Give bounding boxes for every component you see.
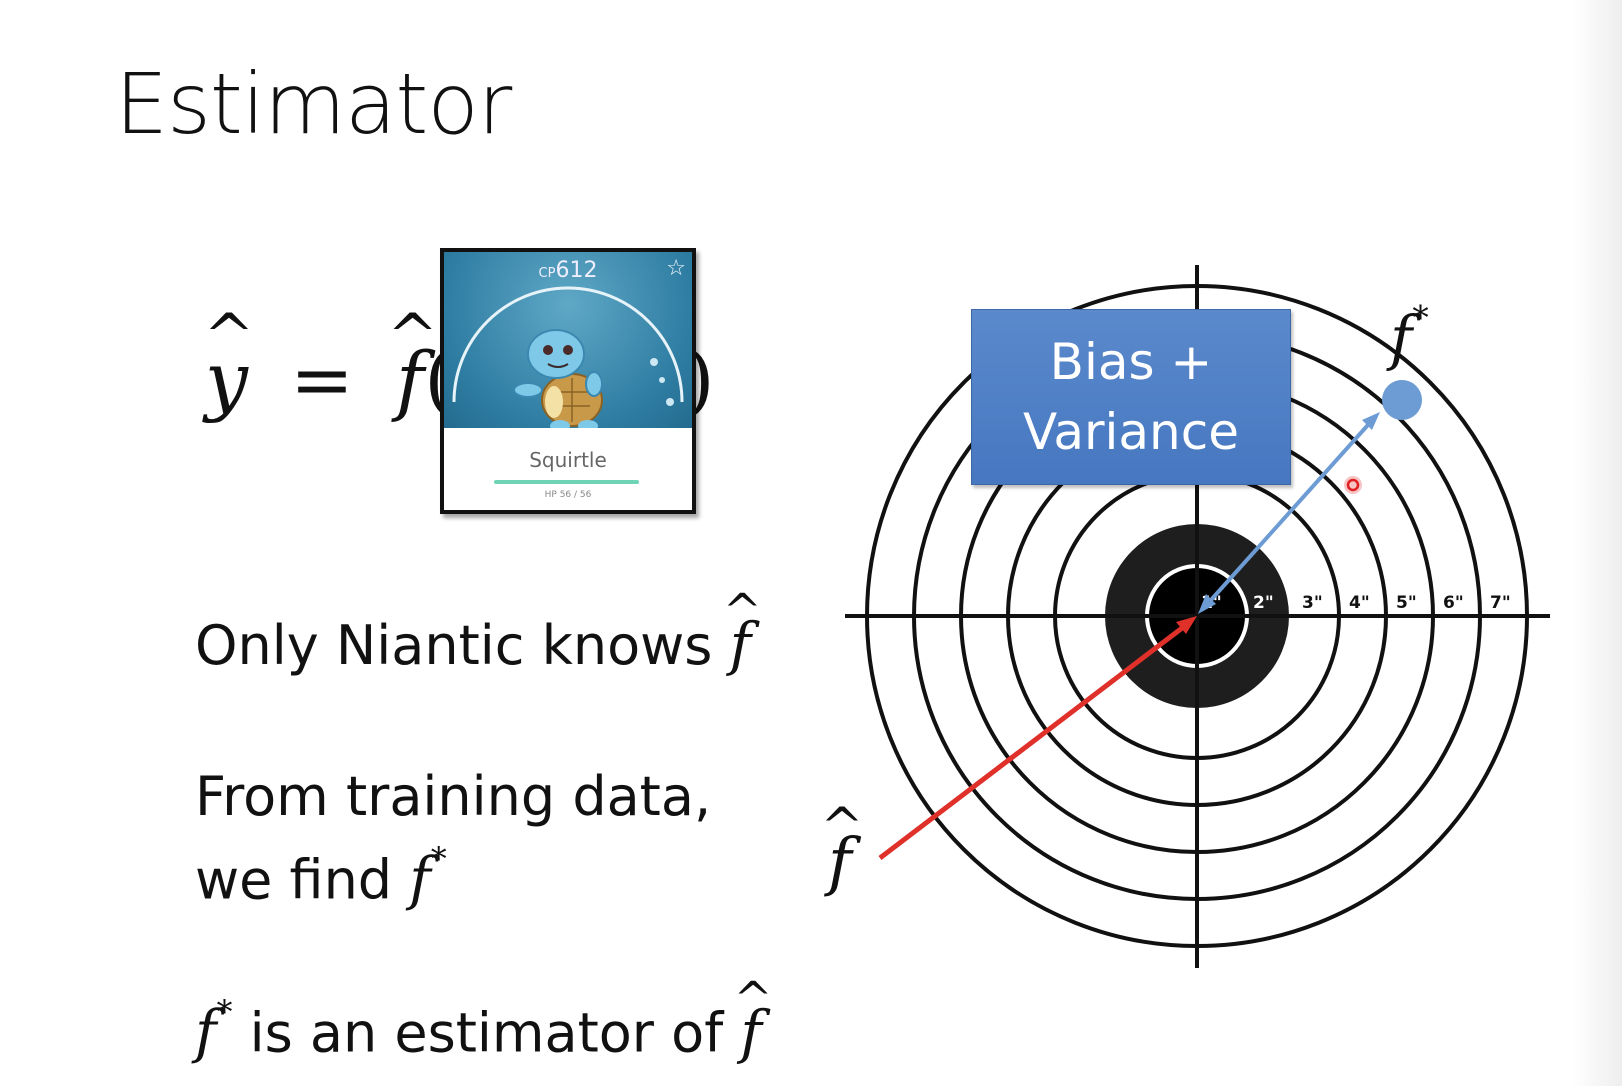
bias-arrow — [1200, 414, 1378, 612]
ring-label: 5" — [1396, 593, 1417, 613]
pokemon-card-image: CP612 ☆ Squirtle HP 56 / 56 — [440, 248, 696, 514]
f-hat-arrow — [878, 620, 1192, 860]
cursor-highlight — [1344, 476, 1362, 494]
variance-label: Variance — [1023, 403, 1239, 461]
f-hat-symbol: f — [740, 998, 761, 1066]
ring-label: 3" — [1302, 593, 1323, 613]
equals-sign: = — [290, 335, 354, 424]
slide-title: Estimator — [115, 55, 512, 153]
text-line-training-data: From training data, — [195, 765, 712, 828]
ring-label: 4" — [1349, 593, 1370, 613]
y-hat-symbol: y — [205, 335, 248, 424]
cp-display: CP612 — [538, 258, 598, 283]
f-star-symbol: f* — [195, 993, 233, 1066]
bias-label: Bias + — [1049, 333, 1213, 391]
ring-label: 2" — [1253, 593, 1274, 613]
bias-arrowhead-center — [1198, 594, 1216, 614]
text-line-only-niantic: Only Niantic knows f — [195, 610, 751, 678]
f-star-dot — [1382, 380, 1422, 420]
f-hat-label: f — [828, 825, 852, 899]
pokemon-name: Squirtle — [529, 448, 607, 472]
card-background: CP612 ☆ — [444, 252, 692, 428]
hp-text: HP 56 / 56 — [544, 490, 592, 500]
star-icon: ☆ — [666, 256, 686, 281]
ring-label: 7" — [1490, 593, 1511, 613]
f-hat-symbol: f — [396, 335, 424, 424]
f-star-label: f* — [1390, 298, 1429, 374]
squirtle-illustration — [452, 286, 684, 428]
f-hat-symbol: f — [730, 610, 751, 678]
text-line-estimator: f* is an estimator of f — [195, 993, 762, 1066]
f-star-symbol: f* — [409, 840, 447, 913]
ring-label: 6" — [1443, 593, 1464, 613]
bias-arrowhead-fstar — [1362, 412, 1380, 430]
bias-variance-box: Bias + Variance — [971, 309, 1291, 485]
right-edge-shadow — [1572, 0, 1622, 1086]
hp-bar — [494, 480, 639, 484]
text-line-we-find: we find f* — [195, 840, 447, 913]
f-hat-arrowhead — [1176, 616, 1197, 634]
cursor-dot — [1346, 478, 1360, 492]
